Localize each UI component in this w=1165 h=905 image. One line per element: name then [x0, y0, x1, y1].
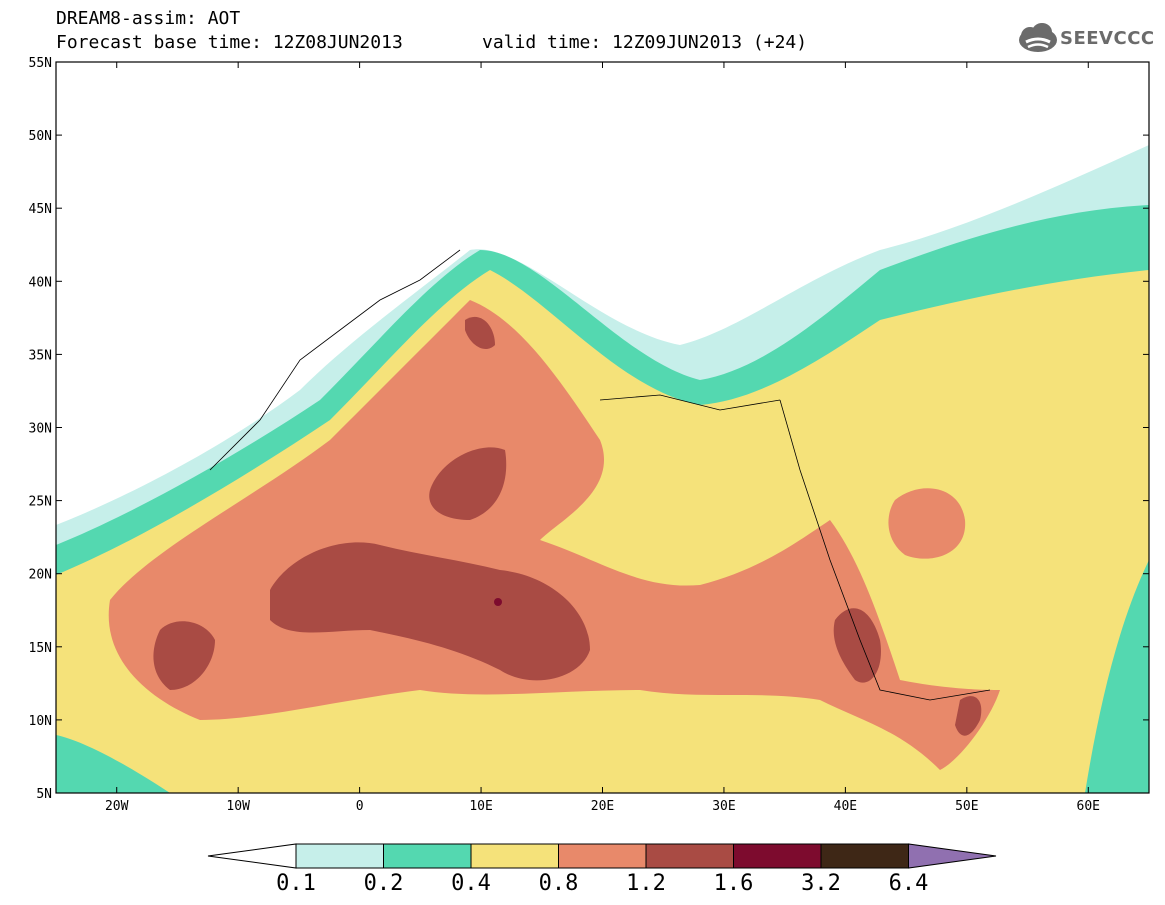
- lon-label: 0: [356, 799, 364, 814]
- colorbar-below-arrow: [207, 843, 297, 869]
- colorbar-swatch: [470, 843, 559, 869]
- lat-label: 20N: [29, 568, 52, 583]
- lat-label: 45N: [29, 202, 52, 217]
- valid-time-label: valid time: 12Z09JUN2013 (+24): [482, 32, 808, 53]
- aot-band-1.2-eritrea: [833, 608, 881, 683]
- colorbar-swatch: [820, 843, 909, 869]
- lon-label: 30E: [712, 799, 735, 814]
- lon-label: 60E: [1077, 799, 1100, 814]
- map-title: DREAM8-assim: AOT: [56, 8, 241, 29]
- aot-band-0.8: [108, 300, 1001, 770]
- lat-label: 5N: [36, 787, 52, 802]
- aot-band-1.2-somalia: [955, 696, 982, 736]
- colorbar-swatch: [383, 843, 472, 869]
- colorbar-swatch: [645, 843, 734, 869]
- colorbar-label: 0.1: [276, 871, 316, 896]
- lon-label: 20W: [105, 799, 129, 814]
- colorbar-label: 1.2: [626, 871, 666, 896]
- aot-band-1.2-chad: [429, 447, 507, 520]
- colorbar-swatch: [558, 843, 647, 869]
- logo-text: SEEVCCC: [1060, 28, 1155, 49]
- aot-band-1.2-tunisia: [465, 316, 495, 350]
- lat-label: 35N: [29, 348, 52, 363]
- lon-label: 50E: [955, 799, 978, 814]
- colorbar-label: 0.4: [451, 871, 491, 896]
- lat-label: 15N: [29, 641, 52, 656]
- lat-label: 50N: [29, 129, 52, 144]
- aot-band-1.2-west: [153, 621, 215, 690]
- coastline-hint: [209, 249, 991, 701]
- colorbar-swatch: [295, 843, 384, 869]
- lat-label: 55N: [29, 56, 52, 71]
- lat-axis: 55N 50N 45N 40N 35N 30N 25N 20N 15N 10N 5N: [29, 56, 1149, 802]
- colorbar-above-arrow: [908, 843, 997, 869]
- colorbar-label: 1.6: [714, 871, 754, 896]
- lat-label: 30N: [29, 422, 52, 437]
- colorbar-swatch: [733, 843, 822, 869]
- cloud-icon: [1019, 23, 1057, 52]
- lat-label: 25N: [29, 495, 52, 510]
- colorbar-label: 0.8: [539, 871, 579, 896]
- aot-field: [56, 62, 1149, 793]
- aot-band-1.2: [270, 542, 590, 681]
- aot-band-1.6: [494, 598, 502, 606]
- lon-label: 40E: [834, 799, 857, 814]
- colorbar-label: 6.4: [889, 871, 929, 896]
- lon-label: 10W: [226, 799, 250, 814]
- colorbar-label: 0.2: [364, 871, 404, 896]
- colorbar: 0.1 0.2 0.4 0.8 1.2 1.6 3.2 6.4: [207, 843, 997, 896]
- seevccc-logo: SEEVCCC: [1016, 22, 1156, 56]
- lat-label: 40N: [29, 275, 52, 290]
- lon-label: 20E: [591, 799, 614, 814]
- lat-label: 10N: [29, 714, 52, 729]
- lon-axis: 20W 10W 0 10E 20E 30E 40E 50E 60E: [105, 62, 1100, 814]
- lon-label: 10E: [469, 799, 492, 814]
- base-time-label: Forecast base time: 12Z08JUN2013: [56, 32, 403, 53]
- aot-band-0.8-arabia: [888, 488, 966, 559]
- colorbar-label: 3.2: [801, 871, 841, 896]
